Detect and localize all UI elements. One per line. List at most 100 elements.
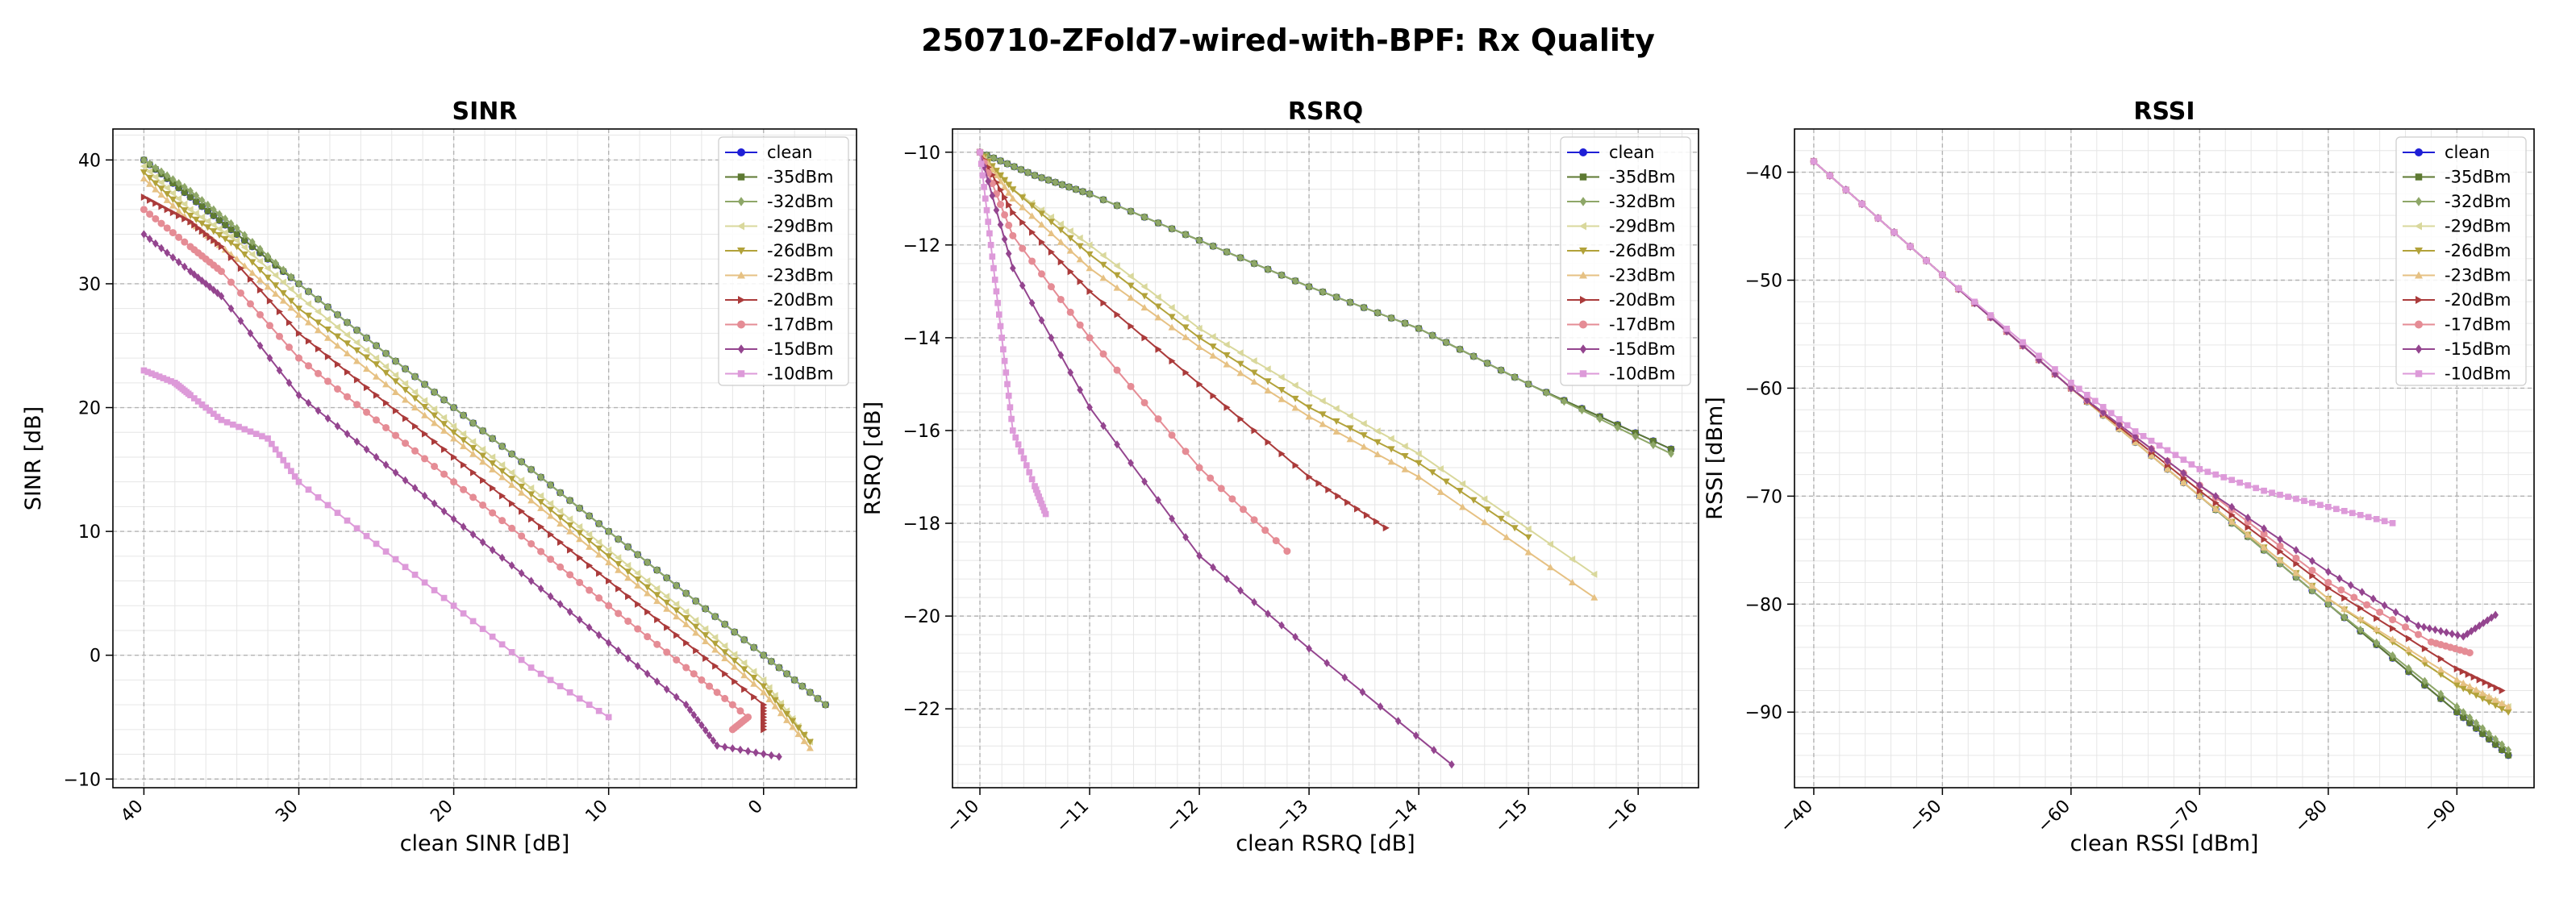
data-point (489, 465, 497, 472)
data-point (731, 627, 738, 637)
data-point (1127, 382, 1135, 390)
data-point (1360, 432, 1368, 439)
data-point (265, 252, 271, 260)
data-point (2212, 492, 2220, 501)
data-point (634, 569, 641, 577)
legend-label: -17dBm (1609, 315, 1676, 335)
data-point (1169, 357, 1176, 365)
data-point (2473, 718, 2480, 727)
data-point (1008, 415, 1015, 422)
data-point (1002, 369, 1010, 376)
data-point (1237, 586, 1244, 595)
data-point (2180, 456, 2187, 463)
data-point (2068, 379, 2074, 386)
data-point (2389, 651, 2396, 660)
data-point (2389, 616, 2397, 624)
data-point (256, 341, 264, 350)
data-point (2486, 735, 2493, 743)
data-point (469, 444, 477, 452)
data-point (750, 680, 758, 687)
data-point (295, 292, 302, 300)
data-point (198, 220, 206, 227)
data-point (1038, 316, 1045, 325)
data-point (2421, 645, 2428, 653)
data-point (1154, 415, 1162, 423)
data-point (431, 587, 438, 593)
data-point (2003, 325, 2010, 332)
data-point (654, 616, 661, 624)
data-point (547, 500, 554, 508)
data-point (990, 153, 997, 163)
data-point (421, 397, 428, 405)
data-point (1319, 397, 1326, 405)
data-point (1525, 380, 1532, 389)
data-point (2389, 624, 2397, 632)
data-point (1436, 464, 1444, 472)
data-point (576, 530, 584, 537)
data-point (305, 398, 312, 407)
data-point (698, 676, 706, 684)
data-point (158, 243, 165, 252)
data-point (644, 577, 651, 585)
data-point (431, 405, 438, 413)
data-point (760, 749, 767, 759)
data-point (2498, 705, 2506, 713)
legend-marker (737, 320, 745, 329)
data-point (373, 354, 380, 362)
data-point (227, 232, 235, 240)
data-point (2420, 622, 2428, 631)
data-point (382, 363, 390, 371)
data-point (1923, 257, 1930, 264)
data-point (1382, 524, 1390, 532)
data-point (233, 255, 241, 262)
data-point (479, 626, 486, 632)
data-point (146, 174, 154, 181)
data-point (527, 484, 535, 492)
data-point (732, 677, 739, 685)
data-point (479, 476, 487, 485)
data-point (460, 430, 467, 438)
legend-marker (737, 222, 744, 231)
data-point (2083, 391, 2090, 398)
data-point (586, 511, 593, 521)
y-tick-label: −60 (1745, 379, 1782, 399)
data-point (2492, 610, 2499, 619)
data-point (2277, 535, 2283, 544)
data-point (634, 576, 642, 584)
data-point (181, 200, 188, 208)
data-point (1251, 259, 1257, 268)
data-point (1099, 252, 1107, 260)
data-point (192, 210, 199, 218)
data-point (744, 747, 752, 755)
data-point (761, 726, 768, 734)
data-point (710, 736, 717, 745)
data-point (210, 236, 218, 244)
data-point (771, 702, 779, 710)
data-point (1032, 486, 1040, 493)
data-point (508, 481, 516, 489)
data-point (2365, 514, 2372, 521)
data-point (634, 625, 642, 633)
data-point (1209, 352, 1217, 359)
data-point (421, 430, 429, 438)
data-point (460, 485, 468, 493)
data-point (344, 318, 351, 327)
data-point (175, 194, 182, 202)
data-point (1278, 450, 1286, 458)
data-point (624, 574, 632, 581)
data-point (191, 221, 198, 229)
legend-marker (2415, 173, 2423, 181)
data-point (566, 571, 574, 579)
data-point (1415, 450, 1422, 458)
data-point (750, 674, 758, 682)
data-point (605, 526, 612, 536)
data-point (1614, 423, 1621, 432)
data-point (479, 445, 486, 453)
data-point (256, 257, 264, 265)
data-point (1524, 548, 1532, 556)
data-point (450, 602, 457, 610)
data-point (706, 730, 713, 740)
data-point (2269, 489, 2275, 497)
data-point (789, 718, 797, 725)
data-point (218, 292, 225, 301)
